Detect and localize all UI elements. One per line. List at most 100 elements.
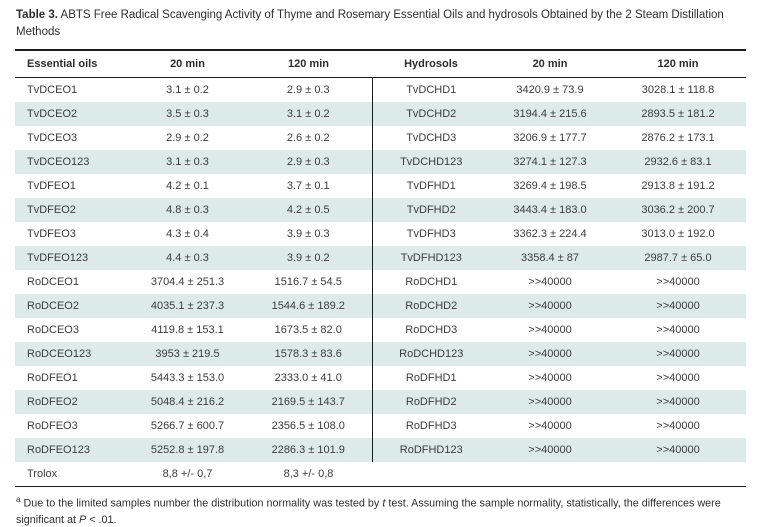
table-cell: 2169.5 ± 143.7 — [271, 395, 345, 408]
table-row: RoDCEO3 4119.8 ± 153.1 1673.5 ± 82.0 RoDCHD… — [15, 317, 746, 342]
header-120min-hydrosols: 120 min — [610, 48, 746, 78]
table-cell: >>40000 — [656, 419, 700, 432]
table-cell: 3.1 ± 0.2 — [286, 107, 330, 120]
table-footnote: a Due to the limited samples number the … — [16, 494, 750, 527]
table-cell: 3274.1 ± 127.3 — [513, 155, 587, 168]
table-cell: >>40000 — [528, 347, 572, 360]
table-cell: 3358.4 ± 87 — [520, 251, 580, 264]
table-row: RoDFEO1 5443.3 ± 153.0 2333.0 ± 41.0 RoDFHD… — [15, 365, 746, 390]
table-row: RoDFEO2 5048.4 ± 216.2 2169.5 ± 143.7 RoDFH… — [15, 389, 746, 414]
table-row: TvDCEO123 3.1 ± 0.3 2.9 ± 0.3 TvDCHD123 3274… — [15, 149, 746, 174]
table-cell: RoDCHD3 — [371, 317, 490, 342]
table-row: RoDCEO1 3704.4 ± 251.3 1516.7 ± 54.5 RoDCHD… — [15, 269, 746, 294]
table-cell: 3443.4 ± 183.0 — [513, 203, 587, 216]
table-cell: TvDFHD3 — [371, 221, 490, 246]
trolox-20min: 8,8 +/- 0,7 — [130, 461, 245, 487]
table-cell: 3.9 ± 0.2 — [286, 251, 330, 264]
table-cell: RoDFEO2 — [27, 395, 78, 408]
table-cell: RoDCHD123 — [371, 341, 490, 366]
table-cell: TvDCEO123 — [27, 155, 90, 168]
table-cell: 3.1 ± 0.3 — [166, 155, 209, 168]
table-cell: RoDCEO123 — [27, 347, 92, 360]
table-cell: 1673.5 ± 82.0 — [274, 323, 342, 336]
table-cell: 1578.3 ± 83.6 — [274, 347, 342, 360]
table-cell: 3.9 ± 0.3 — [286, 227, 330, 240]
table-cell: 3036.2 ± 200.7 — [641, 203, 715, 216]
table-cell: >>40000 — [656, 323, 700, 336]
table-cell: TvDFEO123 — [27, 251, 89, 264]
table-cell: TvDFHD123 — [371, 245, 490, 270]
table-cell: 2913.8 ± 191.2 — [641, 179, 715, 192]
table-cell: TvDCEO2 — [27, 107, 78, 120]
table-cell: 3.5 ± 0.3 — [166, 107, 209, 120]
table-cell: 2876.2 ± 173.1 — [641, 131, 715, 144]
table-row: TvDCEO3 2.9 ± 0.2 2.6 ± 0.2 TvDCHD3 3206.9 ±… — [15, 125, 746, 150]
table-cell: >>40000 — [656, 371, 700, 384]
table-cell: 2286.3 ± 101.9 — [271, 443, 345, 456]
table-cell: 3206.9 ± 177.7 — [513, 131, 587, 144]
table-row: RoDFEO123 5252.8 ± 197.8 2286.3 ± 101.9 RoD… — [15, 437, 746, 462]
table-cell: 2.9 ± 0.3 — [286, 155, 330, 168]
table-cell: >>40000 — [528, 323, 572, 336]
table-cell: TvDCHD123 — [371, 149, 490, 174]
table-cell: 2987.7 ± 65.0 — [644, 251, 712, 264]
trolox-empty-3 — [610, 461, 746, 487]
header-hydrosols: Hydrosols — [372, 48, 490, 78]
footnote-text: Due to the limited samples number the di… — [20, 497, 383, 510]
footnote-marker: a — [16, 494, 21, 504]
trolox-120min: 8,3 +/- 0,8 — [245, 461, 372, 487]
table-cell: >>40000 — [656, 275, 700, 288]
trolox-empty-2 — [490, 461, 610, 487]
data-table: Essential oils 20 min 120 min Hydrosols … — [15, 48, 746, 487]
table-cell: 3013.0 ± 192.0 — [641, 227, 715, 240]
table-row: TvDCEO2 3.5 ± 0.3 3.1 ± 0.2 TvDCHD2 3194.4 ±… — [15, 101, 746, 126]
table-cell: 2356.5 ± 108.0 — [271, 419, 345, 432]
table-cell: 3028.1 ± 118.8 — [641, 83, 715, 96]
table-cell: 4.2 ± 0.5 — [286, 203, 330, 216]
table-row: TvDFEO2 4.8 ± 0.3 4.2 ± 0.5 TvDFHD2 3443.4 ±… — [15, 197, 746, 222]
table-cell: >>40000 — [528, 371, 572, 384]
table-cell: 3362.3 ± 224.4 — [513, 227, 587, 240]
table-cell: >>40000 — [528, 275, 572, 288]
table-cell: 4.2 ± 0.1 — [166, 179, 209, 192]
table-cell: >>40000 — [656, 443, 700, 456]
table-cell: 3420.9 ± 73.9 — [516, 83, 584, 96]
table-cell: 3704.4 ± 251.3 — [150, 275, 225, 288]
table-cell: 2.6 ± 0.2 — [286, 131, 330, 144]
footnote-text-3: < .01. — [86, 513, 117, 526]
table-cell: RoDFEO1 — [27, 371, 78, 384]
header-20min-oils: 20 min — [130, 48, 245, 78]
table-row: RoDFEO3 5266.7 ± 600.7 2356.5 ± 108.0 RoDFH… — [15, 413, 746, 438]
table-cell: 4.8 ± 0.3 — [166, 203, 209, 216]
table-cell: 3953 ± 219.5 — [155, 347, 220, 360]
footnote-text-2: test. Assuming the sample normality, sta… — [16, 497, 721, 526]
table-cell: RoDCEO1 — [27, 275, 79, 288]
table-cell: RoDCHD2 — [371, 293, 490, 318]
table-cell: 4.4 ± 0.3 — [166, 251, 209, 264]
table-cell: TvDFEO2 — [27, 203, 76, 216]
table-cell: RoDFEO123 — [27, 443, 90, 456]
table-cell: TvDCHD2 — [371, 101, 490, 126]
table-cell: 5443.3 ± 153.0 — [150, 371, 225, 384]
table-cell: 5048.4 ± 216.2 — [150, 395, 225, 408]
table-cell: >>40000 — [528, 299, 572, 312]
table-cell: TvDCHD3 — [371, 125, 490, 150]
header-essential-oils: Essential oils — [15, 48, 130, 78]
header-120min-oils: 120 min — [245, 48, 372, 78]
footnote-italic-t: t — [382, 497, 386, 510]
trolox-empty-1 — [372, 461, 490, 487]
table-cell: 3269.4 ± 198.5 — [513, 179, 587, 192]
table-cell: >>40000 — [656, 347, 700, 360]
table-cell: TvDCHD1 — [371, 77, 490, 102]
table-cell: TvDCEO3 — [27, 131, 78, 144]
table-cell: RoDFEO3 — [27, 419, 78, 432]
trolox-section: Trolox 8,8 +/- 0,7 8,3 +/- 0,8 — [15, 461, 746, 487]
trolox-label: Trolox — [15, 461, 130, 487]
header-row: Essential oils 20 min 120 min Hydrosols … — [15, 48, 746, 78]
table-cell: >>40000 — [656, 395, 700, 408]
table-cell: 1544.6 ± 189.2 — [271, 299, 345, 312]
table-cell: 4035.1 ± 237.3 — [150, 299, 225, 312]
table-row: TvDFEO3 4.3 ± 0.4 3.9 ± 0.3 TvDFHD3 3362.3 ±… — [15, 221, 746, 246]
table-cell: RoDFHD123 — [371, 437, 490, 462]
table-cell: RoDCEO2 — [27, 299, 79, 312]
